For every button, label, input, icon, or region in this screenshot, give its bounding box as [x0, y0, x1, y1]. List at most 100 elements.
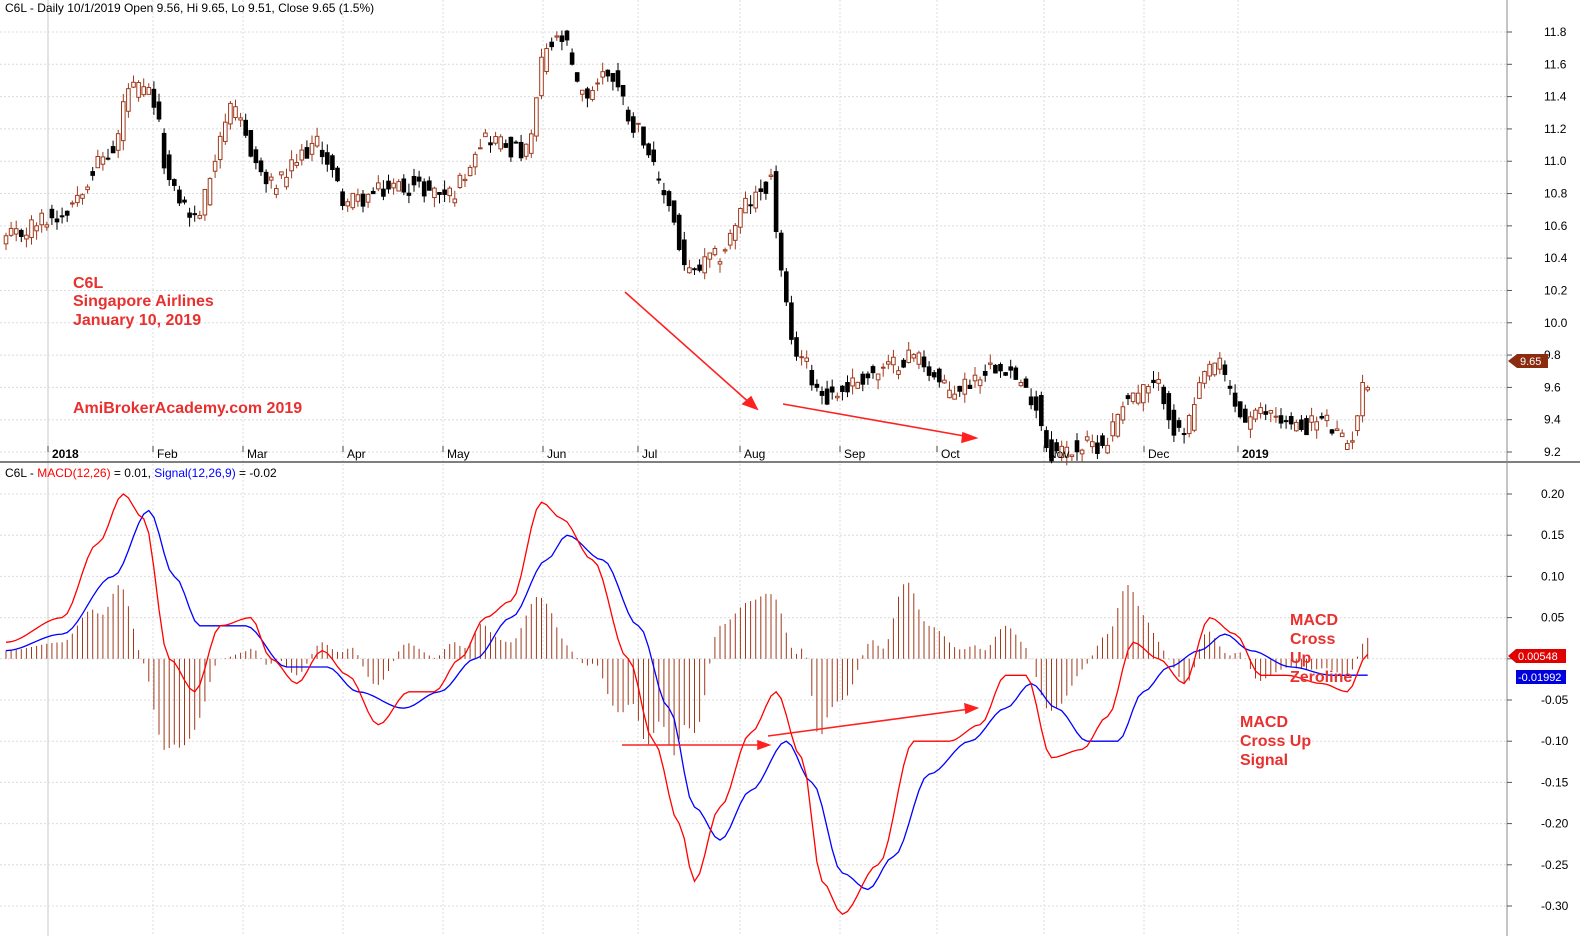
- arrow-macd-higher: [767, 708, 971, 737]
- candle-body: [95, 156, 101, 169]
- candle-body: [758, 188, 764, 192]
- macd-tick-label: -0.15: [1541, 775, 1569, 789]
- candle-body: [29, 219, 34, 239]
- candle-body: [886, 361, 891, 365]
- price-header: C6L - Daily 10/1/2019 Open 9.56, Hi 9.65…: [5, 1, 374, 15]
- candle-body: [784, 271, 789, 303]
- candle-body: [636, 122, 641, 125]
- price-last-badge: 9.65: [1508, 354, 1548, 368]
- annotation-zeroline-3: Up: [1290, 650, 1312, 667]
- candle-body: [1146, 386, 1151, 394]
- price-tick-label: 11.8: [1544, 25, 1567, 39]
- candle-body: [1334, 428, 1340, 432]
- candle-body: [1084, 436, 1090, 441]
- candle-body: [90, 171, 96, 176]
- arrow-price-drop: [624, 291, 753, 406]
- candle-body: [1283, 420, 1289, 423]
- candle-body: [381, 188, 386, 197]
- month-label: 2019: [1242, 447, 1269, 461]
- price-tick-label: 9.2: [1544, 445, 1561, 459]
- candle-body: [916, 352, 922, 365]
- candle-body: [952, 393, 957, 400]
- candle-body: [727, 232, 733, 246]
- candle-body: [279, 171, 284, 176]
- candle-body: [1090, 441, 1095, 448]
- candle-body: [1212, 362, 1218, 376]
- candle-body: [590, 89, 595, 100]
- candle-body: [804, 357, 810, 362]
- candle-body: [1360, 382, 1365, 417]
- macd-tick-label: -0.05: [1541, 693, 1569, 707]
- annotation-signal-3: Signal: [1240, 752, 1288, 769]
- candle-body: [906, 349, 912, 363]
- annotation-signal-2: Cross Up: [1240, 733, 1311, 750]
- candle-body: [427, 180, 432, 191]
- candle-body: [574, 72, 580, 82]
- candle-body: [733, 225, 738, 241]
- month-label: Apr: [347, 447, 366, 461]
- candle-body: [937, 368, 942, 383]
- candle-body: [977, 379, 983, 387]
- candle-body: [1278, 415, 1284, 424]
- price-tick-label: 11.6: [1544, 57, 1567, 71]
- candle-body: [901, 359, 906, 368]
- candle-body: [702, 256, 708, 274]
- macd-header: C6L - MACD(12,26) = 0.01, Signal(12,26,9…: [5, 466, 277, 480]
- candle-body: [233, 106, 238, 119]
- candle-body: [921, 356, 927, 368]
- candle-body: [840, 385, 845, 392]
- macd-panel[interactable]: [5, 493, 1369, 915]
- month-label: Jul: [642, 447, 657, 461]
- candle-body: [549, 41, 555, 48]
- candle-body: [1054, 442, 1059, 452]
- candle-body: [1222, 364, 1228, 375]
- candle-body: [1003, 372, 1008, 376]
- candle-body: [34, 225, 39, 232]
- candle-body: [625, 109, 631, 122]
- candle-body: [457, 174, 463, 188]
- candle-body: [855, 381, 861, 389]
- candle-body: [967, 384, 973, 389]
- candle-body: [1273, 415, 1279, 418]
- candle-body: [1059, 445, 1065, 458]
- candle-body: [1253, 409, 1258, 420]
- month-label: Oct: [941, 447, 960, 461]
- candle-body: [748, 204, 753, 207]
- candle-body: [131, 81, 136, 88]
- candle-body: [789, 302, 794, 340]
- candle-body: [1141, 384, 1146, 404]
- candle-body: [24, 234, 29, 240]
- price-panel[interactable]: [3, 29, 1371, 466]
- arrow-price-drop-head: [741, 395, 759, 411]
- price-tick-label: 9.8: [1544, 348, 1561, 362]
- candle-body: [656, 178, 662, 181]
- macd-tick-label: -0.25: [1541, 858, 1569, 872]
- arrow-price-lower-low: [782, 403, 971, 438]
- candle-body: [156, 101, 162, 120]
- candle-body: [187, 212, 192, 218]
- candle-body: [870, 366, 876, 374]
- candle-body: [161, 132, 167, 169]
- candle-body: [988, 362, 993, 365]
- candle-body: [1186, 415, 1192, 435]
- candle-body: [228, 102, 233, 125]
- candle-body: [794, 337, 799, 357]
- candle-body: [722, 249, 728, 252]
- price-tick-label: 9.6: [1544, 380, 1561, 394]
- candle-body: [212, 160, 218, 172]
- candle-body: [1095, 442, 1100, 454]
- candle-body: [289, 159, 294, 172]
- candle-body: [1161, 386, 1167, 405]
- candle-body: [197, 214, 203, 219]
- candle-body: [416, 176, 422, 182]
- candle-body: [666, 191, 672, 207]
- candle-body: [1135, 392, 1141, 404]
- candle-body: [19, 229, 24, 237]
- candle-body: [437, 192, 442, 195]
- candle-body: [258, 160, 264, 173]
- candle-body: [314, 135, 320, 147]
- candle-body: [121, 101, 126, 142]
- macd-tick-label: 0.10: [1541, 569, 1565, 583]
